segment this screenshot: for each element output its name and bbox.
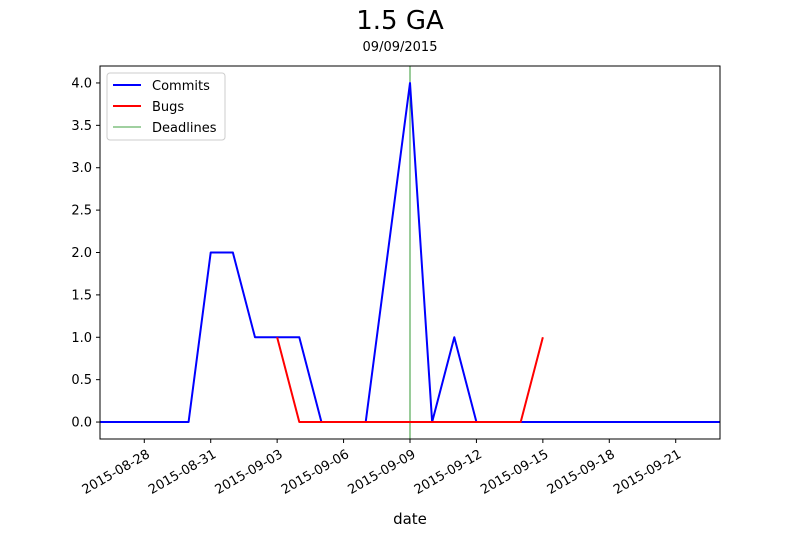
legend-label: Commits [152, 79, 210, 94]
x-tick-label: 2015-08-28 [80, 447, 153, 498]
x-tick-label: 2015-09-03 [213, 447, 286, 498]
y-tick-label: 0.0 [71, 416, 92, 431]
y-tick-label: 2.0 [71, 246, 92, 261]
legend: Commits Bugs Deadlines [106, 72, 226, 141]
y-tick-label: 0.5 [71, 373, 92, 388]
legend-label: Bugs [152, 100, 184, 115]
x-tick-label: 2015-09-18 [545, 447, 618, 498]
x-tick-label: 2015-09-12 [412, 447, 485, 498]
y-tick-label: 3.5 [71, 119, 92, 134]
x-tick-label: 2015-09-15 [478, 447, 551, 498]
y-tick-label: 4.0 [71, 76, 92, 91]
series-line-bugs [276, 337, 544, 424]
series-line-commits [100, 81, 720, 424]
y-tick-label: 1.0 [71, 331, 92, 346]
x-tick-label: 2015-08-31 [146, 447, 219, 498]
x-tick-label: 2015-09-06 [279, 447, 352, 498]
x-tick-label: 2015-09-21 [611, 447, 684, 498]
y-tick-label: 1.5 [71, 288, 92, 303]
x-tick-label: 2015-09-09 [345, 447, 418, 498]
x-axis-label: date [393, 510, 427, 528]
legend-label: Deadlines [152, 121, 217, 136]
y-tick-label: 3.0 [71, 161, 92, 176]
legend-box [106, 72, 226, 141]
chart-title: 1.5 GA [356, 6, 444, 36]
y-tick-label: 2.5 [71, 204, 92, 219]
chart-subtitle: 09/09/2015 [362, 40, 438, 55]
